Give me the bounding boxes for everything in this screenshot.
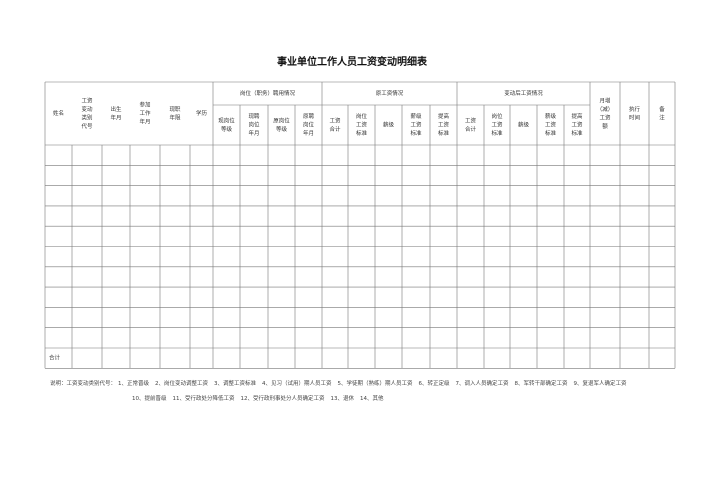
note-item: 3、调整工资标准 — [214, 379, 256, 387]
header-cell: 注 — [659, 113, 665, 121]
header-cell: 工资 — [599, 113, 611, 121]
header-cell: 工资 — [81, 96, 93, 104]
header-cell: 薪级 — [410, 112, 422, 120]
header-cell: 代号 — [81, 122, 93, 130]
header-cell: 工资 — [491, 121, 503, 129]
header-cell: 标准 — [410, 129, 422, 137]
table-title: 事业单位工作人员工资变动明细表 — [277, 55, 428, 68]
header-cell: 工资 — [438, 121, 450, 129]
header-cell: 工资 — [545, 121, 557, 129]
header-cell: 等级 — [276, 125, 288, 133]
header-cell: （减） — [597, 105, 614, 113]
note-item: 4、见习（试用）期人员工资 — [262, 379, 332, 387]
header-cell: 岗位 — [491, 112, 503, 120]
header-cell: 标准 — [491, 129, 503, 137]
header-cell: 类别 — [81, 113, 92, 121]
header-cell: 薪级 — [545, 112, 557, 120]
note-item: 14、其他 — [360, 394, 384, 402]
header-cell: 提高 — [438, 112, 450, 120]
header-cell: 工作 — [139, 109, 151, 117]
header-cell: 变动 — [81, 105, 93, 113]
note-item: 8、军转干部确定工资 — [515, 379, 568, 387]
total-label: 合计 — [49, 354, 61, 362]
header-cell: 原岗位 — [273, 116, 290, 124]
header-cell: 时间 — [629, 113, 640, 121]
group-header: 变动后工资情况 — [504, 89, 543, 97]
note-item: 11、受行政处分降低工资 — [173, 394, 235, 402]
header-cell: 合计 — [465, 125, 477, 133]
header-cell: 岗位 — [248, 121, 260, 129]
notes-line: 10、提前晋级 11、受行政处分降低工资 12、受行政刑事处分人员确定工资 13、退休… — [132, 394, 384, 402]
note-item: 1、正常晋级 — [118, 379, 149, 387]
note-item: 2、岗位变动调整工资 — [155, 379, 208, 387]
header-cell: 年限 — [169, 113, 181, 121]
header-cell: 工资 — [410, 121, 422, 129]
header-cell: 薪级 — [518, 121, 530, 129]
header-cell: 标准 — [571, 129, 583, 137]
notes-line: 说明：工资变动类别代号： 1、正常晋级 2、岗位变动调整工资 3、调整工资标准 4、见习… — [50, 379, 627, 387]
header-cell: 岗位 — [356, 112, 368, 120]
group-header: 岗位（职务）聘用情况 — [240, 89, 296, 97]
header-cell: 年月 — [248, 129, 259, 137]
header-cell: 参加 — [139, 101, 150, 109]
header-cell: 学历 — [196, 109, 208, 117]
note-item: 9、复退军人确定工资 — [574, 379, 627, 387]
header-cell: 薪级 — [383, 121, 395, 129]
header-cell: 岗位 — [303, 121, 315, 129]
header-cell: 原聘 — [303, 112, 315, 120]
note-item: 5、学徒期（熟练）期人员工资 — [338, 379, 414, 387]
header-cell: 合计 — [329, 125, 341, 133]
header-cell: 年月 — [139, 118, 150, 126]
header-cell: 标准 — [545, 129, 557, 137]
header-cell: 月增 — [599, 96, 610, 104]
note-item: 6、转正定级 — [419, 379, 450, 387]
note-item: 12、受行政刑事处分人员确定工资 — [241, 394, 325, 402]
note-item: 7、调入人员确定工资 — [456, 379, 509, 387]
header-cell: 执行 — [629, 105, 641, 113]
header-cell: 标准 — [356, 129, 368, 137]
note-item: 10、提前晋级 — [132, 394, 167, 402]
header-cell: 工资 — [356, 121, 368, 129]
header-cell: 出生 — [110, 105, 122, 113]
header-cell: 工资 — [329, 116, 341, 124]
header-cell: 等级 — [221, 125, 233, 133]
header-cell: 姓名 — [53, 109, 64, 117]
header-cell: 额 — [602, 122, 608, 130]
header-cell: 现职 — [169, 106, 181, 113]
header-cell: 现聘 — [248, 112, 260, 120]
header-cell: 标准 — [438, 129, 450, 137]
header-cell: 现岗位 — [218, 116, 235, 124]
header-cell: 提高 — [571, 112, 583, 120]
note-item: 13、退休 — [331, 394, 355, 402]
header-cell: 年月 — [303, 129, 314, 137]
header-cell: 工资 — [465, 116, 477, 124]
group-header: 原工资情况 — [376, 89, 404, 97]
header-cell: 年月 — [110, 113, 121, 121]
header-cell: 工资 — [571, 121, 583, 129]
header-cell: 备 — [659, 105, 665, 113]
notes-label: 说明：工资变动类别代号： — [50, 379, 116, 387]
